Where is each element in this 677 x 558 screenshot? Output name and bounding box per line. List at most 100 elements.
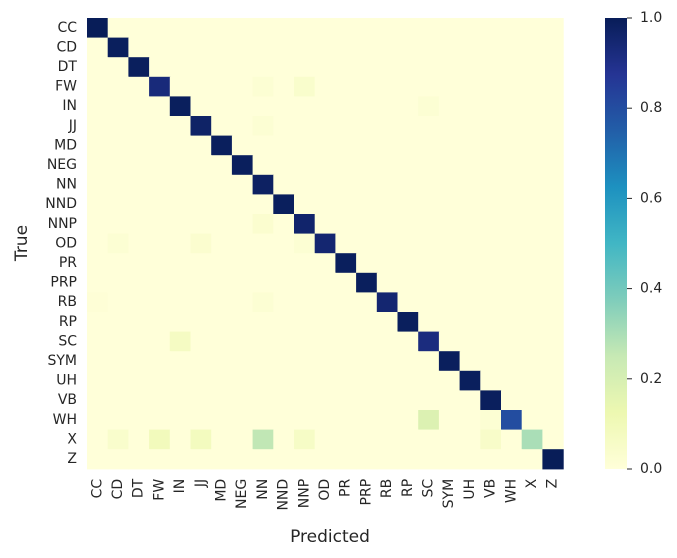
heatmap-cell — [542, 96, 564, 117]
heatmap-cell — [459, 312, 481, 333]
heatmap-cell — [314, 331, 336, 352]
heatmap-cell — [169, 155, 192, 176]
heatmap-cell — [314, 116, 336, 137]
x-tick-label: SC — [421, 479, 437, 498]
heatmap-cell — [149, 116, 171, 137]
heatmap-cell — [128, 449, 150, 470]
heatmap-cell — [542, 116, 564, 137]
heatmap-cell — [294, 37, 316, 58]
heatmap-cell — [397, 57, 419, 78]
heatmap-cell — [542, 76, 564, 97]
heatmap-cell — [169, 292, 192, 313]
heatmap-cell — [397, 76, 419, 97]
y-tick-labels: CC CD DT FW IN JJ MD NEG NN NND NNP OD PR PRP RB RP SC SY… — [45, 20, 77, 467]
heatmap-cell — [107, 155, 129, 176]
heatmap-cell — [542, 155, 564, 176]
heatmap-cell — [356, 96, 378, 117]
heatmap-cell — [335, 37, 357, 58]
heatmap-cell — [335, 174, 357, 195]
heatmap-cell — [438, 253, 461, 274]
heatmap-cell — [521, 410, 543, 431]
heatmap-cell — [542, 18, 564, 39]
heatmap-cell — [438, 57, 461, 78]
heatmap-cell — [211, 76, 233, 97]
heatmap-cell — [376, 390, 399, 411]
heatmap-cell — [211, 37, 233, 58]
heatmap-cell — [438, 18, 461, 39]
heatmap-cell — [87, 233, 109, 254]
heatmap-cell — [294, 76, 316, 97]
heatmap-cell — [480, 390, 502, 411]
heatmap-cell — [87, 57, 109, 78]
heatmap-cell — [190, 233, 212, 254]
heatmap-cell — [459, 57, 481, 78]
heatmap-cell — [501, 370, 523, 391]
heatmap-cell — [128, 194, 150, 215]
heatmap-cell — [480, 96, 502, 117]
x-tick-label: JJ — [193, 479, 209, 488]
heatmap-cell — [87, 370, 109, 391]
heatmap-cell — [521, 233, 543, 254]
heatmap-cell — [501, 18, 523, 39]
heatmap-cell — [501, 155, 523, 176]
heatmap-cell — [190, 135, 212, 156]
y-tick-label: SC — [58, 333, 77, 349]
heatmap-cell — [397, 390, 419, 411]
x-tick-label: CC — [89, 479, 105, 499]
heatmap-cell — [376, 76, 399, 97]
heatmap-cell — [149, 312, 171, 333]
heatmap-cell — [438, 410, 461, 431]
heatmap-cell — [438, 96, 461, 117]
heatmap-cell — [149, 174, 171, 195]
heatmap-cell — [107, 135, 129, 156]
heatmap-cell — [542, 429, 564, 450]
heatmap-cell — [356, 370, 378, 391]
heatmap-cell — [211, 370, 233, 391]
heatmap-cell — [314, 233, 336, 254]
heatmap-cell — [252, 194, 274, 215]
heatmap-cell — [231, 292, 254, 313]
heatmap-cell — [231, 370, 254, 391]
heatmap-cell — [314, 18, 336, 39]
heatmap-cell — [501, 351, 523, 372]
heatmap-cell — [335, 18, 357, 39]
heatmap-cell — [521, 174, 543, 195]
heatmap-cell — [107, 57, 129, 78]
heatmap-cell — [190, 37, 212, 58]
heatmap-cell — [149, 390, 171, 411]
heatmap-cell — [335, 351, 357, 372]
heatmap-cell — [438, 37, 461, 58]
heatmap-cell — [521, 449, 543, 470]
heatmap-cell — [273, 233, 295, 254]
heatmap-cell — [149, 410, 171, 431]
heatmap-cell — [87, 135, 109, 156]
heatmap-cell — [169, 449, 192, 470]
heatmap-cell — [211, 194, 233, 215]
heatmap-cell — [231, 116, 254, 137]
heatmap-cell — [273, 18, 295, 39]
heatmap-cell — [480, 292, 502, 313]
heatmap-cell — [356, 116, 378, 137]
heatmap-cell — [128, 331, 150, 352]
y-axis-label: True — [12, 225, 32, 262]
heatmap-cell — [231, 96, 254, 117]
heatmap-cell — [521, 116, 543, 137]
heatmap-cell — [87, 351, 109, 372]
heatmap-cell — [418, 370, 440, 391]
heatmap-cell — [128, 214, 150, 235]
heatmap-cell — [418, 155, 440, 176]
heatmap-cell — [273, 37, 295, 58]
heatmap-cell — [397, 253, 419, 274]
heatmap-cell — [397, 96, 419, 117]
heatmap-cell — [335, 194, 357, 215]
heatmap-cell — [542, 57, 564, 78]
heatmap-cell — [169, 390, 192, 411]
heatmap-cell — [149, 272, 171, 293]
heatmap-cell — [169, 272, 192, 293]
heatmap-cell — [480, 272, 502, 293]
heatmap-cell — [211, 233, 233, 254]
heatmap-cell — [128, 390, 150, 411]
x-tick-label: SYM — [441, 479, 457, 509]
heatmap-cell — [231, 390, 254, 411]
heatmap-cell — [376, 370, 399, 391]
